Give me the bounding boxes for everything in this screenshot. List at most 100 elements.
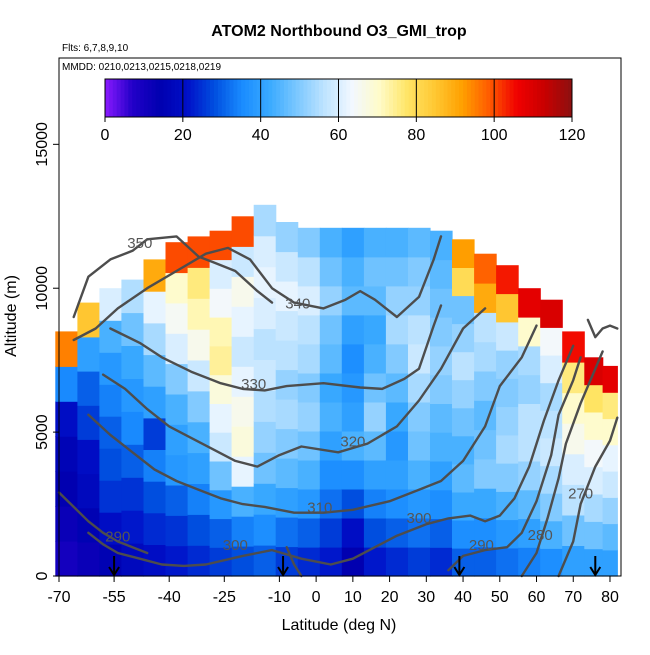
colorbar-swatch <box>357 79 363 117</box>
colorbar-swatch <box>182 79 188 117</box>
heatmap-cell <box>562 392 585 424</box>
colorbar-swatch <box>284 79 289 117</box>
heatmap-cell <box>209 345 233 376</box>
heatmap-cell <box>143 322 167 356</box>
heatmap-cell <box>496 547 519 577</box>
heatmap-cell <box>363 547 387 577</box>
heatmap-cell <box>187 545 211 577</box>
colorbar-swatch <box>494 79 499 117</box>
heatmap-cell <box>562 423 585 455</box>
heatmap-cell <box>253 204 277 237</box>
colorbar-swatch <box>322 79 328 117</box>
colorbar-tick-label: 20 <box>174 127 192 144</box>
heatmap-cell <box>341 256 365 287</box>
heatmap-cell <box>496 321 519 351</box>
heatmap-cell <box>209 460 233 491</box>
heatmap-cell <box>518 288 541 318</box>
heatmap-cell <box>77 336 100 372</box>
heatmap-cell <box>253 297 277 330</box>
heatmap-cell <box>253 514 277 546</box>
colorbar-swatch <box>365 79 371 117</box>
colorbar-swatch <box>334 79 339 117</box>
contour-line <box>72 235 274 319</box>
heatmap-cell <box>99 288 122 321</box>
heatmap-cell <box>430 288 453 318</box>
heatmap-cell <box>319 227 343 258</box>
contour-label: 290 <box>105 529 130 546</box>
heatmap-cell <box>231 216 255 247</box>
heatmap-cell <box>474 517 497 548</box>
heatmap-cell <box>165 242 189 274</box>
heatmap-cell <box>231 336 255 367</box>
heatmap-cell <box>99 448 122 481</box>
colorbar: 0 20 40 60 80 100 120 <box>101 78 585 144</box>
heatmap-cell <box>121 543 144 577</box>
heatmap-cell <box>602 471 618 498</box>
colorbar-swatch <box>466 79 472 117</box>
colorbar-swatch <box>272 79 277 117</box>
colorbar-swatch <box>490 79 495 117</box>
heatmap-cell <box>297 518 321 548</box>
colorbar-swatch <box>350 79 355 117</box>
heatmap-cell <box>55 506 78 542</box>
heatmap-cell <box>474 488 497 518</box>
heatmap-cell <box>341 314 365 345</box>
heatmap-cell <box>408 547 431 577</box>
heatmap-cell <box>452 463 475 493</box>
contour-line <box>586 318 619 339</box>
heatmap-cell <box>55 541 78 577</box>
x-tick-label: -10 <box>268 589 291 606</box>
heatmap-cell <box>209 403 233 433</box>
heatmap-cell <box>518 345 541 376</box>
colorbar-swatch <box>237 79 242 117</box>
colorbar-swatch <box>428 79 433 117</box>
x-tick-label: -25 <box>213 589 236 606</box>
y-tick-label: 10000 <box>34 266 51 311</box>
heatmap-cell <box>430 230 453 261</box>
colorbar-swatch <box>482 79 487 117</box>
heatmap-cell <box>602 365 618 393</box>
heatmap-cell <box>363 518 387 548</box>
contour-label: 330 <box>241 376 266 393</box>
heatmap-cell <box>584 466 604 495</box>
heatmap-cell <box>430 489 453 520</box>
heatmap-cell <box>253 235 277 268</box>
colorbar-swatch <box>124 79 129 117</box>
colorbar-swatch <box>552 79 557 117</box>
y-axis: 0 5000 10000 15000 <box>34 122 59 580</box>
heatmap-cell <box>385 518 409 548</box>
colorbar-swatch <box>163 79 168 117</box>
contour-line <box>557 416 619 578</box>
colorbar-swatch <box>303 79 308 117</box>
heatmap-cell <box>77 371 100 406</box>
heatmap-cell <box>187 514 211 546</box>
heatmap-cell <box>297 547 321 577</box>
colorbar-swatch <box>431 79 437 117</box>
colorbar-swatch <box>568 79 573 117</box>
colorbar-swatch <box>377 79 382 117</box>
colorbar-swatch <box>291 79 297 117</box>
contour-line <box>101 307 487 468</box>
colorbar-swatch <box>287 79 293 117</box>
colorbar-swatch <box>517 79 522 117</box>
heatmap-cell <box>518 432 541 462</box>
colorbar-swatch <box>381 79 386 117</box>
heatmap-cell <box>231 396 255 427</box>
x-tick-label: 0 <box>312 589 321 606</box>
colorbar-swatch <box>198 79 203 117</box>
heatmap-cell <box>275 222 299 253</box>
heatmap-cell <box>99 384 122 417</box>
heatmap-cell <box>452 351 475 381</box>
heatmap-cell <box>341 401 365 432</box>
colorbar-swatch <box>338 79 343 117</box>
heatmap-cell <box>602 549 618 577</box>
heatmap-cell <box>275 281 299 312</box>
heatmap-cell <box>385 401 409 432</box>
x-tick-label: 60 <box>528 589 546 606</box>
heatmap-cell <box>540 327 563 356</box>
heatmap-cell <box>297 372 321 403</box>
colorbar-swatch <box>140 79 145 117</box>
colorbar-swatch <box>412 79 417 117</box>
colorbar-swatch <box>217 79 223 117</box>
colorbar-swatch <box>175 79 180 117</box>
